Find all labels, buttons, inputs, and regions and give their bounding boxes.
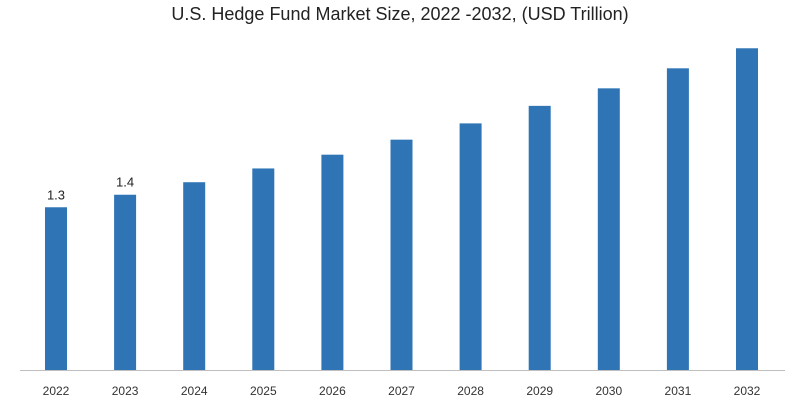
x-tick-label-2030: 2030: [595, 384, 622, 398]
chart-title: U.S. Hedge Fund Market Size, 2022 -2032,…: [171, 4, 629, 24]
x-tick-label-2025: 2025: [250, 384, 277, 398]
bar-2032: [736, 48, 758, 370]
x-tick-label-2022: 2022: [43, 384, 70, 398]
x-tick-label-2024: 2024: [181, 384, 208, 398]
x-tick-label-2032: 2032: [734, 384, 761, 398]
x-tick-label-2027: 2027: [388, 384, 415, 398]
bar-2030: [597, 88, 620, 370]
bar-2024: [183, 182, 206, 370]
bar-2027: [390, 139, 413, 370]
bars-layer: [45, 48, 758, 371]
data-label-2022: 1.3: [47, 187, 65, 202]
x-tick-label-2031: 2031: [665, 384, 692, 398]
bar-2023: [114, 194, 137, 370]
x-tick-label-2023: 2023: [112, 384, 139, 398]
bar-2028: [459, 123, 482, 370]
bar-2031: [666, 68, 689, 370]
x-tick-label-2026: 2026: [319, 384, 346, 398]
bar-2025: [252, 168, 275, 370]
bar-2026: [321, 154, 344, 370]
x-tick-label-2029: 2029: [526, 384, 553, 398]
bar-2029: [528, 105, 551, 371]
data-label-2023: 1.4: [116, 175, 134, 190]
x-tick-label-2028: 2028: [457, 384, 484, 398]
labels-layer: 2022 1.3 2023 1.4 2024 2025 2026 2027 2028 2029 20…: [43, 175, 761, 398]
bar-2022: [45, 207, 67, 370]
